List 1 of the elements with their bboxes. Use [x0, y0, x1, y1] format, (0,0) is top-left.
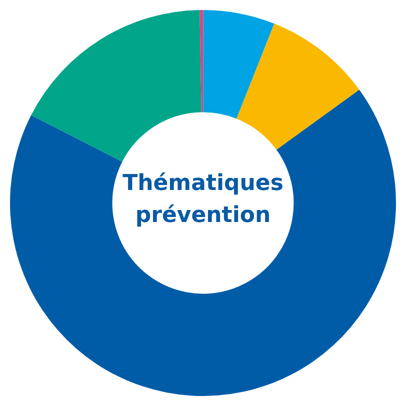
- text: Thématiques prévention: [122, 170, 284, 230]
